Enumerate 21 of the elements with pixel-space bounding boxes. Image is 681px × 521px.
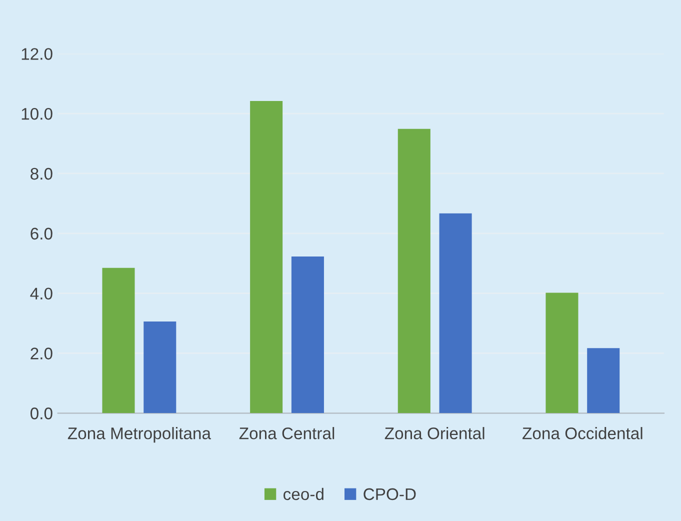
bar [250, 100, 283, 414]
y-tick-label: 4.0 [30, 288, 52, 300]
y-tick-label: 10.0 [22, 108, 52, 120]
bar [291, 256, 324, 414]
bar [102, 268, 135, 414]
x-tick-label: Zona Oriental [384, 427, 484, 440]
x-tick-label: Zona Occidental [522, 427, 642, 440]
legend-label: CPO-D [364, 488, 416, 500]
x-tick-label: Zona Central [239, 427, 334, 440]
legend-label: ceo-d [284, 488, 324, 500]
bar [546, 292, 578, 414]
y-tick-label: 0.0 [30, 408, 52, 420]
y-tick-label: 6.0 [30, 228, 52, 240]
bar [587, 348, 620, 414]
bar [439, 213, 472, 414]
y-tick-label: 2.0 [30, 348, 52, 360]
bar [144, 321, 176, 414]
bar [398, 128, 430, 414]
y-tick-label: 12.0 [22, 48, 52, 60]
x-tick-label: Zona Metropolitana [68, 427, 211, 443]
y-tick-label: 8.0 [30, 168, 52, 180]
